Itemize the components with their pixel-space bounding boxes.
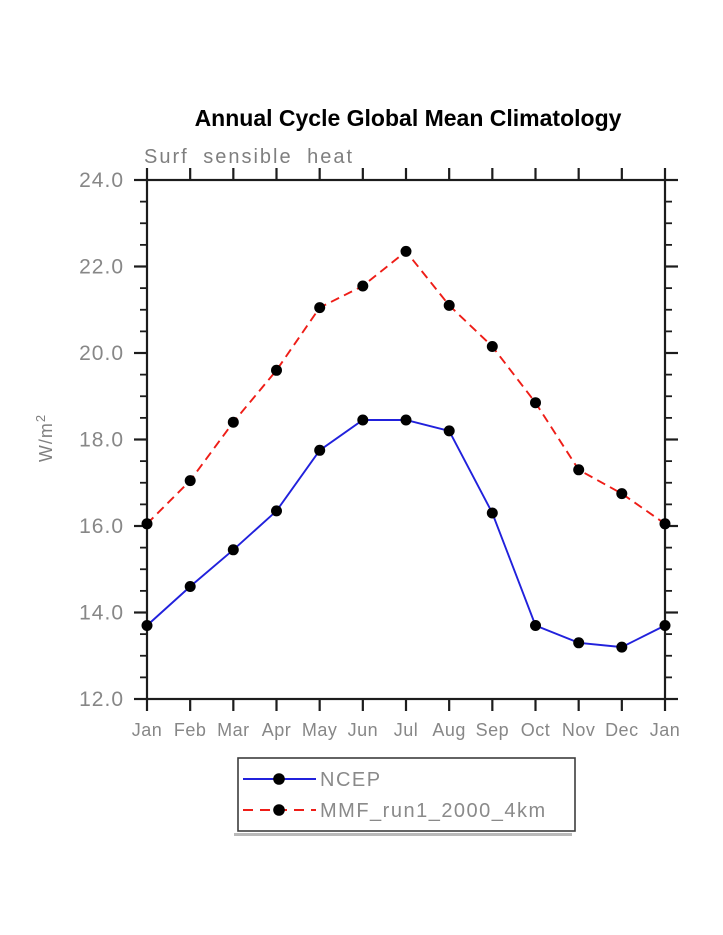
axis-tick-labels: 12.0 14.0 16.0 18.0 20.0 22.0 24.0 Jan Feb Mar Apr… [79, 169, 680, 740]
x-tick-label: Jul [394, 720, 419, 740]
legend-label-ncep: NCEP [320, 769, 382, 791]
y-tick-label: 12.0 [79, 688, 124, 711]
y-axis-label: W/m2 [33, 414, 56, 462]
x-tick-label: Jan [650, 720, 681, 740]
x-tick-label: Jun [348, 720, 379, 740]
chart-title: Annual Cycle Global Mean Climatology [195, 105, 622, 131]
legend-marker-dot-icon [273, 773, 285, 785]
x-tick-label: Sep [476, 720, 510, 740]
series-line-mmf_run1_2000_4km [146, 250, 666, 525]
data-point-marker [314, 302, 326, 314]
y-tick-label: 14.0 [79, 602, 124, 625]
legend-marker-dot-icon [273, 804, 285, 816]
data-point-marker [271, 364, 282, 376]
data-point-marker [443, 425, 455, 437]
data-point-marker [659, 620, 671, 631]
legend-entry-ncep: NCEP [243, 769, 382, 791]
legend-entry-mmf: MMF_run1_2000_4km [243, 800, 547, 822]
x-tick-label: May [302, 720, 338, 740]
data-point-marker [530, 397, 541, 409]
chart-subtitle: Surf sensible heat [144, 146, 354, 168]
data-point-marker [314, 444, 326, 456]
x-tick-label: Oct [521, 720, 551, 740]
legend-box: NCEP MMF_run1_2000_4km [234, 757, 576, 836]
legend-border [237, 757, 576, 832]
y-tick-label: 20.0 [79, 342, 124, 365]
data-point-marker [400, 245, 412, 257]
data-point-marker [486, 507, 498, 519]
x-tick-label: Nov [562, 720, 596, 740]
x-tick-label: Feb [174, 720, 207, 740]
y-tick-label: 22.0 [79, 256, 124, 279]
data-point-marker [227, 416, 239, 428]
data-series [141, 245, 671, 653]
y-tick-label: 18.0 [79, 429, 124, 452]
data-point-marker [616, 488, 628, 500]
y-tick-label: 24.0 [79, 169, 124, 192]
axis-frame [145, 178, 667, 701]
data-point-marker [141, 620, 153, 631]
data-point-marker [400, 414, 412, 426]
data-point-marker [443, 299, 455, 311]
x-tick-label: Dec [605, 720, 639, 740]
data-point-marker [616, 641, 628, 653]
legend-label-mmf: MMF_run1_2000_4km [320, 800, 547, 822]
data-point-marker [141, 518, 153, 530]
x-tick-label: Apr [262, 720, 292, 740]
data-point-marker [659, 518, 671, 530]
x-tick-label: Mar [217, 720, 250, 740]
data-point-marker [184, 581, 196, 592]
data-point-marker [573, 464, 585, 476]
plot-frame [145, 178, 667, 701]
data-point-marker [486, 341, 498, 352]
y-tick-label: 16.0 [79, 515, 124, 538]
x-tick-label: Jan [132, 720, 163, 740]
series-line-ncep [146, 419, 666, 649]
data-point-marker [357, 414, 369, 426]
data-point-marker [357, 280, 369, 292]
data-point-marker [184, 475, 196, 487]
data-point-marker [271, 505, 282, 517]
data-point-marker [573, 637, 585, 649]
axis-ticks [134, 168, 678, 711]
data-point-marker [227, 544, 239, 556]
data-point-marker [530, 620, 541, 631]
x-tick-label: Aug [432, 720, 466, 740]
